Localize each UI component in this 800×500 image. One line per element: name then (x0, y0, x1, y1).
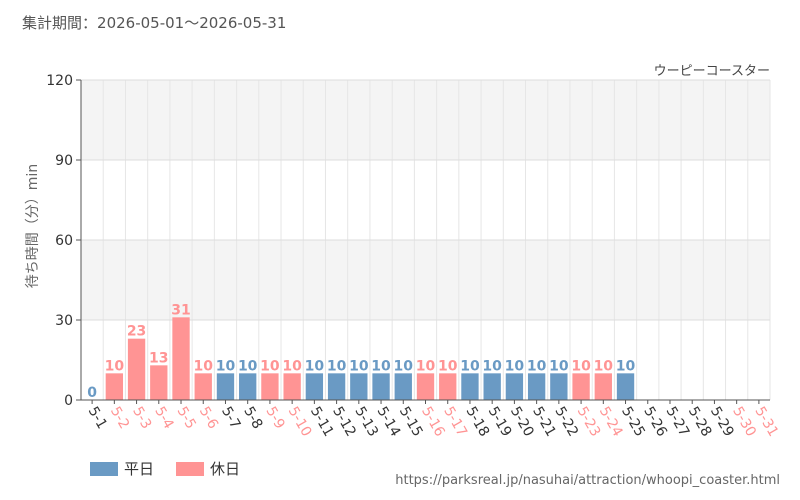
legend-label-weekday: 平日 (124, 460, 155, 478)
bar-value-label: 23 (127, 324, 146, 340)
bar-value-label: 10 (394, 358, 414, 374)
bar (216, 373, 235, 400)
bar (461, 373, 479, 400)
source-url[interactable]: https://parksreal.jp/nasuhai/attraction/… (395, 473, 780, 488)
bar (105, 373, 124, 400)
bar-value-label: 10 (238, 358, 258, 374)
bar-value-label: 10 (616, 358, 636, 374)
x-tick-label: 5-6 (196, 404, 221, 432)
y-axis-title: 待ち時間（分）min (25, 164, 41, 288)
bar (194, 373, 212, 400)
bar (172, 317, 190, 400)
bar (439, 373, 457, 400)
grid-band (81, 80, 770, 160)
bar (305, 373, 324, 400)
bar (372, 373, 390, 400)
bar-value-label: 10 (282, 358, 302, 374)
legend-swatch-weekday (90, 461, 118, 476)
x-tick-labels: 5-15-25-35-45-55-65-75-85-95-105-115-125… (85, 400, 781, 440)
bar (150, 365, 168, 400)
bar-value-label: 10 (260, 358, 280, 374)
bar-value-label: 10 (438, 358, 458, 374)
bar-value-label: 31 (171, 302, 190, 318)
legend: 平日 休日 (90, 458, 240, 479)
legend-item-weekday: 平日 (90, 458, 154, 479)
chart-title: ウーピーコースター (654, 64, 770, 79)
y-tick-label: 120 (46, 73, 73, 89)
bar-value-label: 10 (482, 358, 502, 374)
period-label: 集計期間 (22, 14, 83, 32)
x-tick-label: 5-3 (129, 404, 154, 432)
bar (283, 373, 301, 400)
legend-item-holiday: 休日 (176, 458, 240, 479)
bar (505, 373, 524, 400)
bar-value-label: 10 (327, 358, 347, 374)
bar (127, 338, 146, 400)
bar (594, 373, 612, 400)
bar (239, 373, 257, 400)
bar (550, 373, 568, 400)
bar-value-label: 10 (193, 358, 213, 374)
bar-value-label: 10 (105, 358, 125, 374)
bars (105, 317, 635, 400)
bar (394, 373, 412, 400)
bar-value-label: 10 (505, 358, 525, 374)
legend-swatch-holiday (176, 461, 205, 476)
x-tick-label: 5-7 (218, 404, 243, 432)
x-tick-label: 5-4 (151, 404, 176, 432)
bar (416, 373, 435, 400)
bar (350, 373, 368, 400)
background-bands (81, 80, 770, 320)
bar-value-label: 10 (571, 358, 591, 374)
bar-value-label: 10 (416, 358, 436, 374)
y-tick-label: 90 (55, 153, 73, 169)
y-tick-label: 60 (55, 233, 73, 249)
y-tick-label: 0 (64, 393, 73, 409)
legend-label-holiday: 休日 (210, 460, 241, 478)
x-tick-label: 5-2 (107, 404, 132, 432)
x-tick-label: 5-8 (240, 404, 265, 432)
bar (616, 373, 635, 400)
bar-value-label: 0 (87, 385, 97, 401)
bar-value-label: 10 (460, 358, 480, 374)
bar-value-label: 10 (371, 358, 391, 374)
period-range: 2026-05-01～2026-05-31 (97, 14, 287, 32)
bar-value-label: 10 (594, 358, 614, 374)
grid-band (81, 240, 770, 320)
y-tick-labels: 0 30 60 90 120 (46, 73, 73, 409)
bar-value-label: 10 (527, 358, 547, 374)
bar (527, 373, 546, 400)
bar-value-label: 10 (216, 358, 236, 374)
bar-value-label: 10 (305, 358, 325, 374)
period-text: 集計期間：2026-05-01～2026-05-31 (22, 12, 286, 33)
x-tick-label: 5-9 (262, 404, 287, 432)
x-tick-label: 5-31 (751, 404, 781, 440)
period-separator: ： (82, 14, 98, 32)
x-tick-label: 5-5 (174, 404, 199, 432)
bar-value-label: 10 (349, 358, 369, 374)
bar (572, 373, 590, 400)
bar (483, 373, 501, 400)
bar (327, 373, 346, 400)
bar-value-label: 10 (549, 358, 569, 374)
bar (261, 373, 279, 400)
y-tick-label: 30 (55, 313, 73, 329)
bar-value-label: 13 (149, 350, 168, 366)
x-tick-label: 5-1 (85, 404, 110, 432)
